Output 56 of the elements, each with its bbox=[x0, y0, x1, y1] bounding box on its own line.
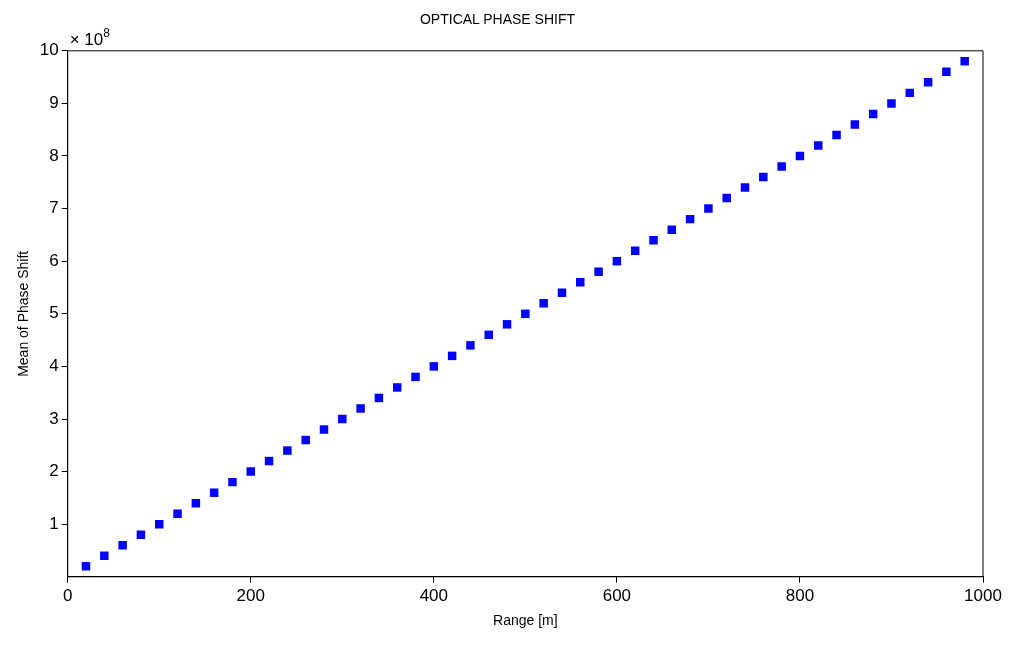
point bbox=[630, 246, 640, 255]
y-tick-label: 2 bbox=[49, 461, 59, 481]
point bbox=[594, 267, 603, 276]
point bbox=[923, 78, 933, 87]
point bbox=[777, 162, 786, 171]
y-tick-label: 6 bbox=[49, 250, 59, 270]
x-tick-label: 600 bbox=[602, 585, 632, 605]
y-tick-label: 3 bbox=[49, 408, 59, 428]
point bbox=[942, 67, 951, 77]
point bbox=[100, 551, 109, 560]
y-tick-label: 1 bbox=[49, 513, 59, 533]
point bbox=[136, 530, 146, 539]
point bbox=[740, 183, 750, 192]
point bbox=[209, 488, 219, 497]
point bbox=[649, 235, 658, 245]
point bbox=[283, 446, 292, 455]
point bbox=[814, 141, 823, 150]
point bbox=[850, 120, 860, 129]
point bbox=[521, 309, 530, 319]
point bbox=[722, 193, 731, 203]
point bbox=[411, 372, 420, 382]
y-tick-label: 9 bbox=[49, 93, 59, 113]
point bbox=[576, 278, 585, 287]
y-tick-label: 4 bbox=[49, 356, 59, 376]
point bbox=[228, 477, 237, 487]
point bbox=[338, 414, 347, 424]
y-tick-label: 7 bbox=[49, 198, 59, 218]
x-tick-label: 800 bbox=[785, 585, 815, 605]
point bbox=[173, 509, 182, 518]
point bbox=[539, 299, 548, 308]
x-axis-title: Range [m] bbox=[493, 612, 558, 629]
point bbox=[887, 99, 896, 108]
point bbox=[832, 130, 841, 140]
x-tick-label: 400 bbox=[419, 585, 449, 605]
point bbox=[301, 435, 310, 445]
point bbox=[502, 320, 512, 329]
x-tick-label: 1000 bbox=[964, 585, 1002, 605]
point bbox=[246, 467, 256, 476]
point bbox=[759, 172, 768, 182]
point bbox=[429, 362, 439, 371]
y-tick-label: 5 bbox=[49, 303, 59, 323]
point bbox=[118, 541, 127, 550]
y-axis-title: Mean of Phase Shift bbox=[15, 250, 32, 377]
point bbox=[466, 341, 475, 350]
x-tick-label: 0 bbox=[62, 585, 73, 605]
point bbox=[356, 404, 365, 413]
point bbox=[319, 425, 329, 434]
point bbox=[392, 383, 402, 392]
point bbox=[667, 225, 677, 234]
y-tick-label: 10 bbox=[39, 40, 59, 60]
point bbox=[704, 204, 713, 213]
chart-title: OPTICAL PHASE SHIFT bbox=[419, 11, 576, 28]
x-tick-label: 200 bbox=[236, 585, 265, 605]
point bbox=[81, 562, 91, 571]
point bbox=[960, 57, 969, 66]
y-tick-label: 8 bbox=[49, 145, 59, 165]
